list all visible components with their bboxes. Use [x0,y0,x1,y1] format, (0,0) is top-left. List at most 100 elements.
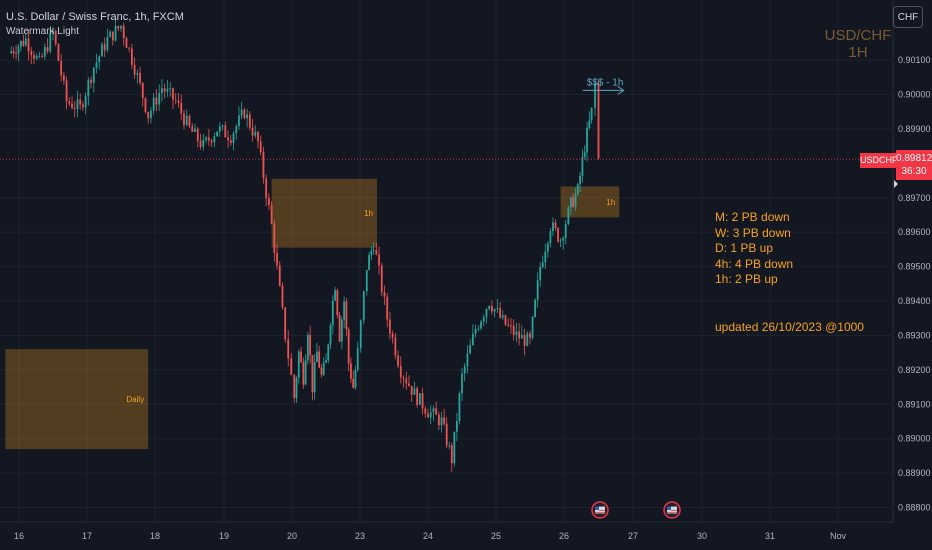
candle-189 [510,318,512,334]
x-tick-label-3: 19 [219,531,229,541]
price-axis[interactable]: 0.90100 0.90000 0.89900 0.89700 0.89600 0.895… [898,55,931,512]
candle-179 [482,314,485,327]
candle-11 [38,51,41,59]
candle-25 [76,90,79,118]
candle-87 [246,108,249,128]
candle-159 [429,405,432,425]
candle-214 [574,188,577,211]
candle-176 [474,324,477,338]
y-tick-label-4: 0.89600 [898,227,931,237]
candle-12 [41,52,44,59]
note-monthly: M: 2 PB down [715,210,790,224]
candle-86 [243,107,246,120]
us-flag-icon-0 [591,501,609,519]
y-tick-label-7: 0.89300 [898,330,931,340]
candle-192 [518,323,521,346]
candle-74 [210,138,213,147]
candle-219 [586,121,588,162]
candle-33 [98,55,101,70]
x-tick-label-12: Nov [830,531,847,541]
candle-149 [402,375,405,388]
symbol-title[interactable]: U.S. Dollar / Swiss Franc, 1h, FXCM [6,11,184,23]
candle-54 [155,89,158,111]
candle-26 [79,93,82,110]
candle-125 [340,316,343,350]
candle-29 [87,77,90,106]
candle-156 [421,387,424,415]
candle-55 [158,84,161,112]
candle-45 [130,43,133,69]
annotation-arrow-head [617,85,625,95]
x-tick-label-5: 23 [355,531,365,541]
candle-51 [147,111,150,124]
candle-126 [343,296,346,329]
candle-121 [331,295,334,335]
candles [10,17,600,473]
time-axis[interactable]: 16 17 18 19 20 23 24 25 26 27 30 31 Nov [14,531,847,541]
candle-197 [531,315,534,340]
zone-label-0: Daily [126,395,144,404]
candle-139 [375,242,378,256]
y-tick-label-8: 0.89200 [898,365,931,375]
candle-212 [570,196,572,216]
bar-countdown: 36:30 [901,166,927,177]
candle-78 [221,124,224,131]
candle-105 [295,375,298,404]
candle-198 [534,298,536,319]
candle-160 [432,405,435,421]
candle-47 [136,69,139,84]
candle-180 [485,307,488,324]
candle-103 [290,353,293,376]
candle-146 [394,333,397,360]
candle-20 [62,72,65,85]
candle-82 [232,131,235,151]
x-tick-label-10: 30 [697,531,707,541]
candle-208 [559,238,562,248]
candle-27 [82,101,84,111]
candle-79 [224,121,227,138]
analysis-notes: M: 2 PB down W: 3 PB down D: 1 PB up 4h:… [715,210,793,288]
candle-185 [499,302,501,319]
candle-184 [496,298,499,314]
candle-89 [251,118,254,142]
candle-66 [188,114,191,129]
zone-label-2: 1h [606,198,615,207]
watermark-label: Watermark Light [6,26,79,37]
candle-123 [336,288,339,319]
candle-220 [588,111,591,130]
candle-61 [174,93,177,105]
y-tick-label-5: 0.89500 [898,262,931,272]
candle-39 [114,17,117,42]
note-1h: 1h: 2 PB up [715,272,778,287]
candle-0 [10,45,13,55]
candle-35 [103,37,106,58]
candle-46 [133,57,136,79]
candle-116 [320,364,323,378]
candle-168 [453,431,456,467]
currency-button[interactable]: CHF [893,6,923,28]
watermark-symbol: USD/CHF [824,27,892,44]
candle-76 [216,131,218,137]
candle-60 [172,87,174,109]
candle-104 [293,373,296,403]
candle-23 [71,96,73,110]
updated-note: updated 26/10/2023 @1000 [715,320,864,334]
candle-163 [440,411,443,433]
candle-96 [270,201,273,225]
candle-36 [106,28,109,53]
candle-150 [405,371,408,390]
candle-183 [493,308,496,318]
candle-199 [536,272,539,308]
candle-157 [424,406,427,419]
candle-99 [278,261,281,287]
candle-204 [549,228,552,248]
candle-68 [194,123,196,133]
candle-182 [491,300,493,315]
candle-132 [356,341,359,372]
candle-122 [334,286,336,302]
candle-171 [461,368,463,402]
candle-4 [20,40,22,52]
candle-162 [437,411,440,431]
candle-24 [73,100,76,118]
